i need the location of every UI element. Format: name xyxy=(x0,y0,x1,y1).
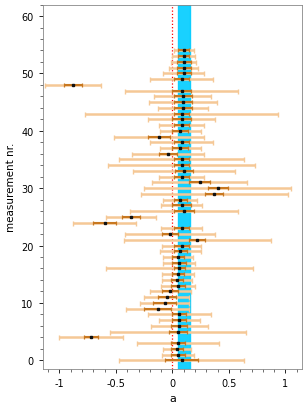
Y-axis label: measurement nr.: measurement nr. xyxy=(6,143,16,232)
X-axis label: a: a xyxy=(169,393,176,403)
Bar xyxy=(178,6,190,369)
